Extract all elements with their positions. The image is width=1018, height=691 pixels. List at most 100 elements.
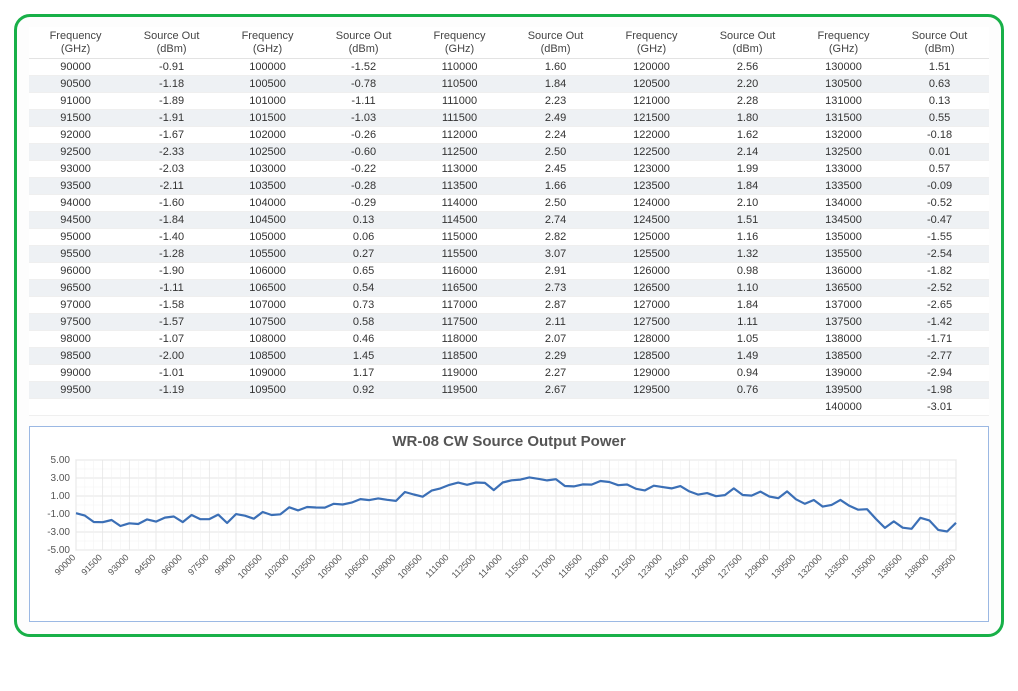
cell-freq: 127000 xyxy=(605,297,698,314)
cell-out: 2.56 xyxy=(698,59,797,76)
y-tick-label: 5.00 xyxy=(51,455,71,466)
cell-freq: 95500 xyxy=(29,246,122,263)
cell-freq xyxy=(29,399,122,416)
cell-out: 2.91 xyxy=(506,263,605,280)
cell-freq: 134000 xyxy=(797,195,890,212)
table-row: 91500-1.91101500-1.031115002.491215001.8… xyxy=(29,110,989,127)
col-header-freq: Frequency(GHz) xyxy=(221,27,314,59)
cell-freq: 137000 xyxy=(797,297,890,314)
col-header-out: Source Out(dBm) xyxy=(698,27,797,59)
x-tick-label: 91500 xyxy=(79,553,104,578)
cell-freq: 101500 xyxy=(221,110,314,127)
cell-out: 2.07 xyxy=(506,331,605,348)
cell-out: -1.82 xyxy=(890,263,989,280)
cell-freq: 126000 xyxy=(605,263,698,280)
cell-freq: 138000 xyxy=(797,331,890,348)
cell-freq: 129500 xyxy=(605,382,698,399)
y-tick-label: -3.00 xyxy=(47,527,70,538)
cell-freq: 133500 xyxy=(797,178,890,195)
cell-out: -2.65 xyxy=(890,297,989,314)
cell-out: 1.45 xyxy=(314,348,413,365)
table-row: 95000-1.401050000.061150002.821250001.16… xyxy=(29,229,989,246)
cell-out: -1.19 xyxy=(122,382,221,399)
data-table-wrap: Frequency(GHz)Source Out(dBm)Frequency(G… xyxy=(29,27,989,416)
x-tick-label: 130500 xyxy=(769,553,797,581)
data-table-head: Frequency(GHz)Source Out(dBm)Frequency(G… xyxy=(29,27,989,59)
cell-out: -2.00 xyxy=(122,348,221,365)
cell-out: 0.58 xyxy=(314,314,413,331)
cell-freq: 112500 xyxy=(413,144,506,161)
cell-freq: 91500 xyxy=(29,110,122,127)
cell-out: -0.18 xyxy=(890,127,989,144)
cell-out: 0.98 xyxy=(698,263,797,280)
cell-out: -2.03 xyxy=(122,161,221,178)
cell-out: -3.01 xyxy=(890,399,989,416)
cell-freq: 100000 xyxy=(221,59,314,76)
cell-freq: 99500 xyxy=(29,382,122,399)
cell-freq: 125500 xyxy=(605,246,698,263)
cell-out: 0.46 xyxy=(314,331,413,348)
cell-out: -1.42 xyxy=(890,314,989,331)
x-tick-label: 102000 xyxy=(262,553,290,581)
cell-freq: 136500 xyxy=(797,280,890,297)
cell-freq: 109500 xyxy=(221,382,314,399)
cell-freq: 123500 xyxy=(605,178,698,195)
cell-out: -2.33 xyxy=(122,144,221,161)
cell-freq: 119000 xyxy=(413,365,506,382)
cell-freq: 131000 xyxy=(797,93,890,110)
cell-freq: 113500 xyxy=(413,178,506,195)
table-row: 99500-1.191095000.921195002.671295000.76… xyxy=(29,382,989,399)
cell-freq: 97000 xyxy=(29,297,122,314)
cell-freq: 124500 xyxy=(605,212,698,229)
cell-freq: 124000 xyxy=(605,195,698,212)
table-row: 99000-1.011090001.171190002.271290000.94… xyxy=(29,365,989,382)
cell-out: -1.55 xyxy=(890,229,989,246)
cell-out: 1.32 xyxy=(698,246,797,263)
cell-freq: 130500 xyxy=(797,76,890,93)
cell-freq: 119500 xyxy=(413,382,506,399)
cell-out: 0.06 xyxy=(314,229,413,246)
cell-out: -1.57 xyxy=(122,314,221,331)
cell-freq: 123000 xyxy=(605,161,698,178)
cell-out: 2.29 xyxy=(506,348,605,365)
cell-out: 2.49 xyxy=(506,110,605,127)
cell-out: 1.62 xyxy=(698,127,797,144)
x-tick-label: 115500 xyxy=(503,553,531,581)
cell-out: 0.01 xyxy=(890,144,989,161)
table-row: 95500-1.281055000.271155003.071255001.32… xyxy=(29,246,989,263)
cell-freq: 131500 xyxy=(797,110,890,127)
x-tick-label: 127500 xyxy=(716,553,744,581)
cell-freq: 109000 xyxy=(221,365,314,382)
cell-out: -1.03 xyxy=(314,110,413,127)
cell-freq: 115000 xyxy=(413,229,506,246)
cell-freq: 125000 xyxy=(605,229,698,246)
cell-out: 1.11 xyxy=(698,314,797,331)
cell-out: 2.28 xyxy=(698,93,797,110)
x-tick-label: 117000 xyxy=(530,553,558,581)
cell-out: -0.22 xyxy=(314,161,413,178)
cell-out: 2.11 xyxy=(506,314,605,331)
x-tick-label: 129000 xyxy=(742,553,770,581)
cell-out: -1.52 xyxy=(314,59,413,76)
x-tick-label: 136500 xyxy=(876,553,904,581)
cell-freq: 128500 xyxy=(605,348,698,365)
cell-freq: 108000 xyxy=(221,331,314,348)
x-tick-label: 106500 xyxy=(342,553,370,581)
cell-freq: 110500 xyxy=(413,76,506,93)
cell-freq: 122000 xyxy=(605,127,698,144)
cell-freq: 110000 xyxy=(413,59,506,76)
cell-freq: 103500 xyxy=(221,178,314,195)
x-tick-label: 121500 xyxy=(609,553,637,581)
cell-out: 0.54 xyxy=(314,280,413,297)
cell-out: 0.55 xyxy=(890,110,989,127)
cell-out: 1.66 xyxy=(506,178,605,195)
cell-out: -1.01 xyxy=(122,365,221,382)
cell-out: 0.13 xyxy=(314,212,413,229)
cell-out: -0.78 xyxy=(314,76,413,93)
table-row: 90500-1.18100500-0.781105001.841205002.2… xyxy=(29,76,989,93)
cell-out: 2.73 xyxy=(506,280,605,297)
cell-freq: 111500 xyxy=(413,110,506,127)
cell-freq: 114500 xyxy=(413,212,506,229)
cell-freq: 103000 xyxy=(221,161,314,178)
cell-out xyxy=(314,399,413,416)
